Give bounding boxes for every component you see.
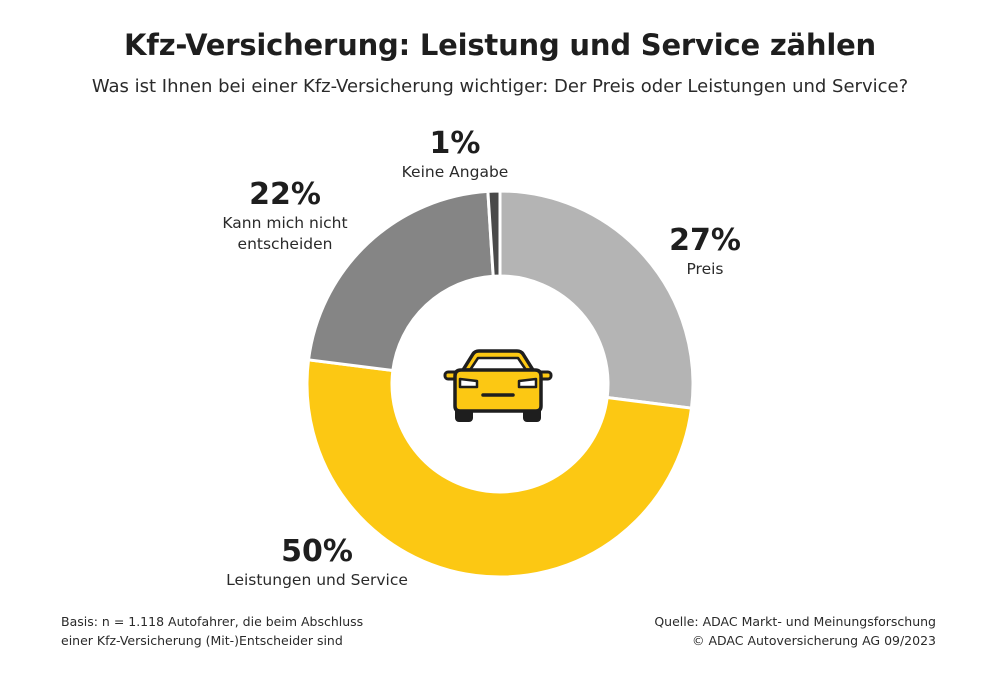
chart-title: Kfz-Versicherung: Leistung und Service z… — [124, 28, 876, 62]
donut-slices — [305, 189, 695, 579]
slice-category-label: Preis — [686, 260, 723, 278]
slice-category-label: Keine Angabe — [402, 163, 509, 181]
slice-value-label: 1% — [430, 126, 481, 161]
slice-value-label: 22% — [249, 177, 321, 212]
footer-source-line: © ADAC Autoversicherung AG 09/2023 — [692, 633, 936, 648]
slice-labels: 27% Preis 50% Leistungen und Service 22% Kann… — [222, 126, 741, 589]
chart-subtitle: Was ist Ihnen bei einer Kfz-Versicherung… — [91, 76, 909, 97]
slice-value-label: 50% — [281, 534, 353, 569]
footer-basis-line: einer Kfz-Versicherung (Mit-)Entscheider… — [61, 633, 343, 648]
footer-source-line: Quelle: ADAC Markt- und Meinungsforschun… — [654, 614, 936, 629]
slice-category-label: entscheiden — [238, 235, 333, 253]
donut-slice-keine-angabe — [486, 189, 502, 278]
car-icon — [443, 349, 553, 422]
donut-slice-leistungen-und-service — [305, 358, 694, 579]
footer-source: Quelle: ADAC Markt- und Meinungsforschun… — [654, 612, 936, 650]
donut-slice-kann-mich-nicht-entscheiden — [306, 189, 495, 373]
footer-basis: Basis: n = 1.118 Autofahrer, die beim Ab… — [61, 612, 363, 650]
slice-value-label: 27% — [669, 223, 741, 258]
footer-basis-line: Basis: n = 1.118 Autofahrer, die beim Ab… — [61, 614, 364, 629]
donut-slice-preis — [498, 189, 695, 410]
slice-category-label: Kann mich nicht — [222, 214, 347, 232]
slice-category-label: Leistungen und Service — [226, 571, 408, 589]
